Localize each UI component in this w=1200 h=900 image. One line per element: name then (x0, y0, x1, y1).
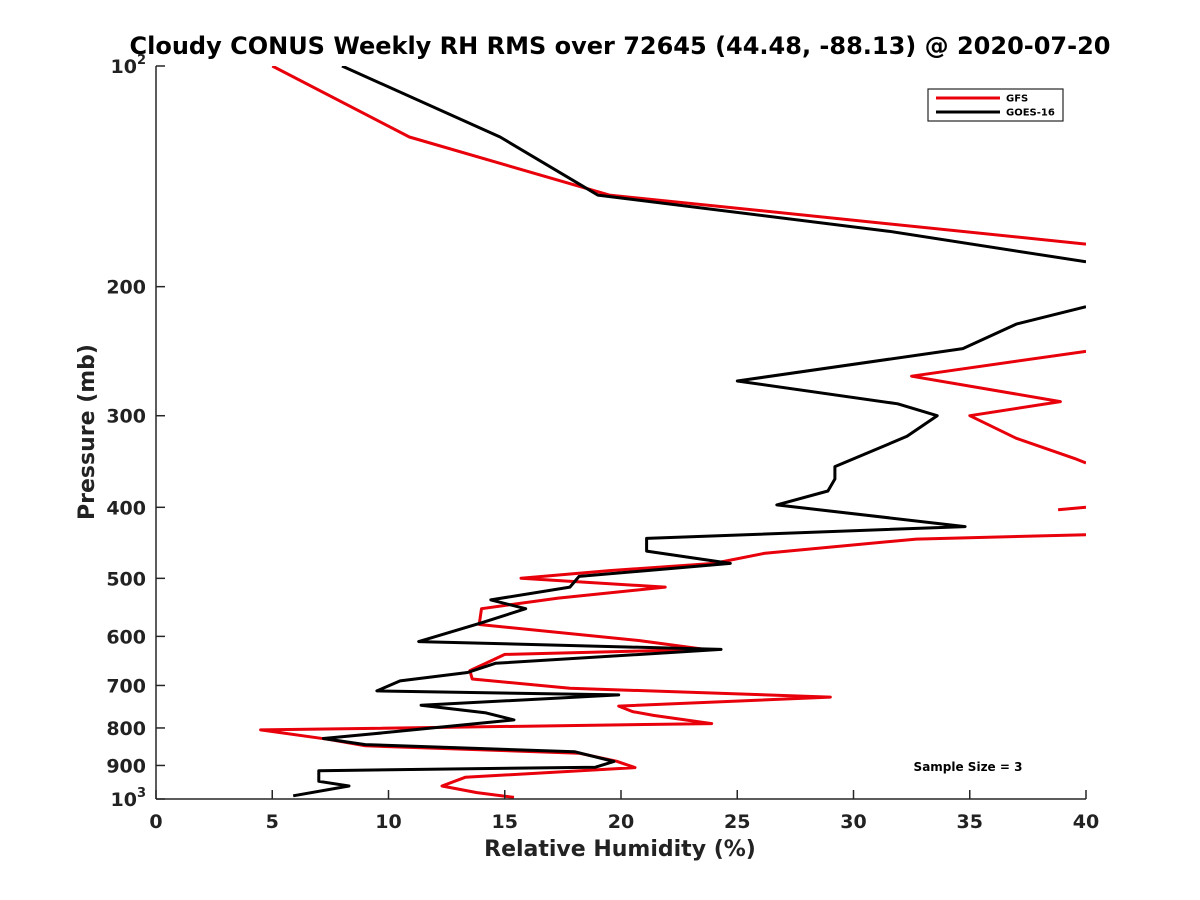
x-tick-label: 35 (957, 811, 983, 833)
legend: GFS GOES-16 (927, 88, 1064, 122)
series-line-gfs-segment-1 (271, 66, 1086, 246)
sample-size-annotation: Sample Size = 3 (914, 760, 1023, 774)
plot-area (259, 66, 1086, 799)
axes: 0 5 10 15 20 25 30 35 40 102 200 300 400 500 600 700 800… (106, 53, 1099, 833)
x-tick-label: 20 (608, 811, 634, 833)
x-tick-label: 40 (1073, 811, 1099, 833)
x-tick-label: 30 (840, 811, 866, 833)
y-tick-label: 200 (106, 277, 146, 299)
y-axis-label: Pressure (mb) (75, 344, 100, 520)
legend-box (927, 88, 1064, 122)
y-tick-label: 700 (106, 675, 146, 697)
y-tick-label: 300 (106, 406, 146, 428)
x-tick-label: 10 (375, 811, 401, 833)
y-tick-label: 102 (111, 53, 147, 78)
legend-entry-label: GOES-16 (1006, 108, 1055, 119)
y-tick-label: 500 (106, 568, 146, 590)
x-tick-label: 5 (266, 811, 279, 833)
series-line-goes-16-segment-1 (341, 66, 1086, 264)
y-tick-label: 400 (106, 497, 146, 519)
series-line-gfs-segment-2 (910, 349, 1086, 465)
x-tick-label: 0 (149, 811, 162, 833)
y-tick-label: 600 (106, 626, 146, 648)
series-line-goes-16-segment-2 (292, 305, 1086, 798)
y-tick-label: 800 (106, 718, 146, 740)
chart-title: Cloudy CONUS Weekly RH RMS over 72645 (4… (130, 32, 1111, 60)
y-tick-label: 900 (106, 755, 146, 777)
x-tick-label: 15 (492, 811, 518, 833)
series-line-gfs-segment-3 (1057, 505, 1086, 512)
legend-entry-label: GFS (1006, 94, 1028, 105)
x-tick-label: 25 (724, 811, 750, 833)
y-tick-label: 103 (111, 786, 147, 811)
x-axis-label: Relative Humidity (%) (484, 837, 756, 862)
